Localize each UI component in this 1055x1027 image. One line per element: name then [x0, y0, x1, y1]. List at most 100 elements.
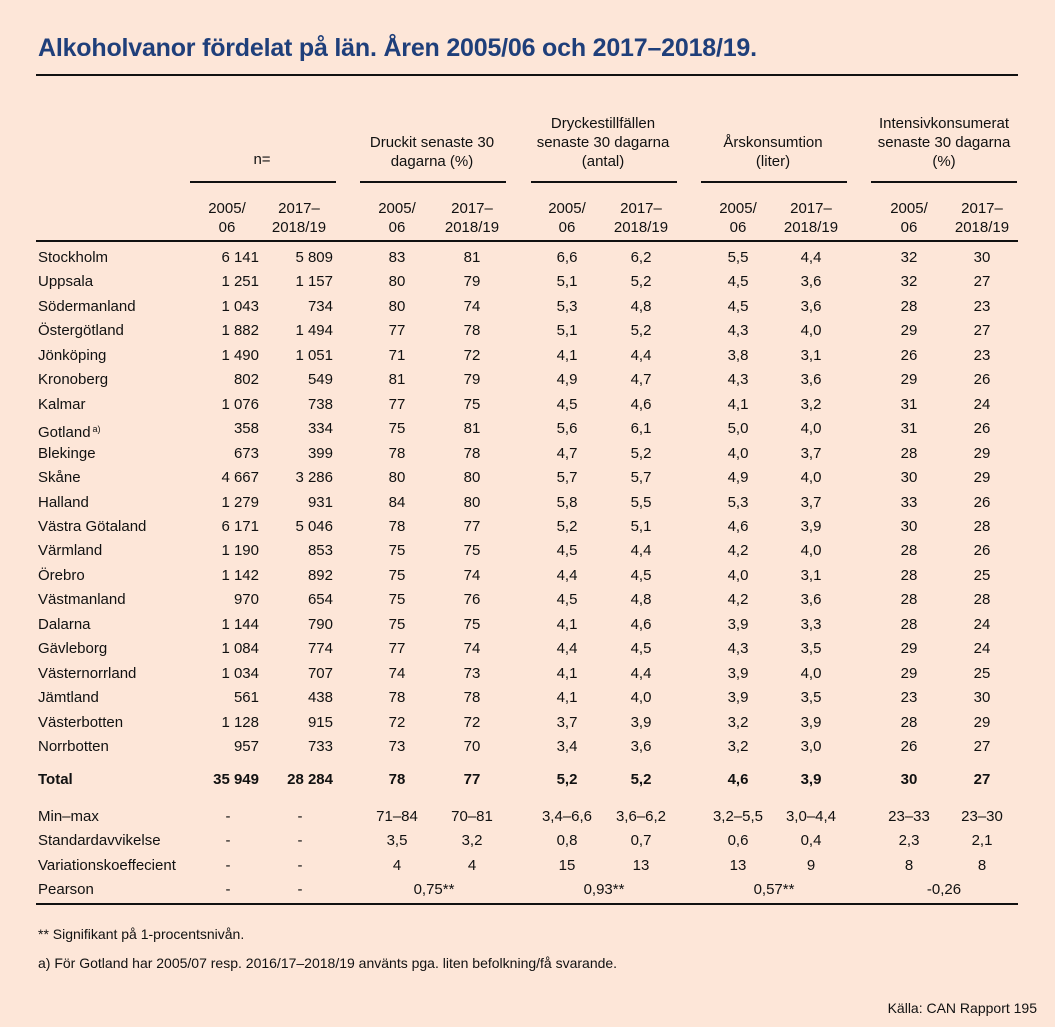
table-cell: 3,2 [800, 396, 822, 413]
table-cell: 438 [307, 689, 333, 706]
group-header: Årskonsumtion (liter) [723, 134, 823, 170]
table-cell: 23 [973, 347, 991, 364]
table-cell: - [297, 808, 303, 825]
row-label: Stockholm [38, 249, 108, 267]
table-cell: 81 [463, 249, 481, 266]
table-cell: 77 [388, 640, 406, 657]
table-cell: 2,3 [898, 832, 920, 849]
row-name: Skåne [38, 469, 81, 486]
table-cell: 28 [900, 567, 918, 584]
table-cell: 27 [973, 738, 991, 755]
table-cell: 334 [307, 420, 333, 437]
table-cell: 23 [973, 298, 991, 315]
source-note: Källa: CAN Rapport 195 [887, 1000, 1037, 1016]
column-subheader: 2017– 2018/19 [954, 200, 1010, 236]
table-cell: 5 046 [295, 518, 333, 535]
row-name: Västra Götaland [38, 518, 147, 535]
table-cell: 78 [463, 689, 481, 706]
table-cell: 75 [463, 542, 481, 559]
group-rule [701, 181, 847, 183]
table-cell: 5,8 [556, 494, 578, 511]
table-cell: 4,4 [556, 567, 578, 584]
row-label: Blekinge [38, 445, 96, 463]
row-label: Halland [38, 494, 89, 512]
table-cell: 28 [900, 616, 918, 633]
group-header: Druckit senaste 30 dagarna (%) [369, 134, 495, 170]
row-name: Uppsala [38, 273, 94, 290]
table-cell: 4,6 [727, 518, 749, 535]
pearson-value: 0,93** [583, 881, 625, 898]
table-cell: 23 [900, 689, 918, 706]
header-rule [36, 240, 1018, 242]
table-cell: 74 [463, 567, 481, 584]
table-cell: 3,6 [630, 738, 652, 755]
row-name: Norrbotten [38, 738, 109, 755]
table-cell: 1 251 [221, 273, 259, 290]
table-cell: 9 [806, 857, 816, 874]
table-cell: 3,9 [800, 518, 822, 535]
table-cell: 71–84 [376, 808, 418, 825]
table-cell: 28 284 [287, 771, 333, 788]
table-cell: 3,1 [800, 347, 822, 364]
table-cell: 80 [463, 494, 481, 511]
table-cell: 5,2 [630, 273, 652, 290]
column-subheader: 2005/ 06 [378, 200, 416, 236]
table-cell: 1 142 [221, 567, 259, 584]
table-cell: 77 [388, 322, 406, 339]
table-cell: 70–81 [451, 808, 493, 825]
table-cell: 4,0 [800, 665, 822, 682]
table-cell: 80 [388, 469, 406, 486]
table-cell: 3,1 [800, 567, 822, 584]
table-cell: 33 [900, 494, 918, 511]
row-label: Dalarna [38, 616, 91, 634]
row-name: Kalmar [38, 396, 86, 413]
table-cell: 0,4 [800, 832, 822, 849]
table-cell: 74 [388, 665, 406, 682]
table-cell: 3,8 [727, 347, 749, 364]
table-cell: 76 [463, 591, 481, 608]
row-name: Västerbotten [38, 714, 124, 731]
table-cell: 707 [307, 665, 333, 682]
table-cell: 5 809 [295, 249, 333, 266]
table-cell: 5,1 [556, 273, 578, 290]
table-cell: 1 190 [221, 542, 259, 559]
footnote-significance: ** Signifikant på 1-procentsnivån. [38, 926, 245, 942]
page-title: Alkoholvanor fördelat på län. Åren 2005/… [38, 34, 757, 62]
table-cell: 4,9 [556, 371, 578, 388]
group-rule [871, 181, 1017, 183]
table-cell: 81 [463, 420, 481, 437]
table-cell: 4,4 [556, 640, 578, 657]
table-cell: 4,8 [630, 591, 652, 608]
table-cell: 35 949 [213, 771, 259, 788]
row-label: Västra Götaland [38, 518, 146, 536]
row-label: Östergötland [38, 322, 124, 340]
row-label: Västernorrland [38, 665, 136, 683]
table-cell: 79 [463, 371, 481, 388]
column-subheader: 2017– 2018/19 [783, 200, 839, 236]
table-cell: 32 [900, 273, 918, 290]
table-cell: 3,6 [800, 298, 822, 315]
column-subheader: 2005/ 06 [719, 200, 757, 236]
table-cell: 75 [388, 420, 406, 437]
table-cell: 4,5 [556, 396, 578, 413]
table-cell: 75 [388, 567, 406, 584]
table-cell: 30 [973, 249, 991, 266]
row-label: Gävleborg [38, 640, 107, 658]
table-cell: 4,1 [556, 689, 578, 706]
table-cell: 4,4 [630, 665, 652, 682]
table-cell: 1 490 [221, 347, 259, 364]
table-cell: 26 [973, 494, 991, 511]
table-cell: 80 [388, 273, 406, 290]
table-cell: 4,6 [630, 616, 652, 633]
table-cell: - [225, 808, 231, 825]
table-cell: 26 [973, 371, 991, 388]
table-cell: 0,6 [727, 832, 749, 849]
table-cell: 75 [463, 616, 481, 633]
table-cell: 31 [900, 396, 918, 413]
group-rule [190, 181, 336, 183]
pearson-value: -0,26 [926, 881, 962, 898]
table-cell: 78 [463, 445, 481, 462]
table-cell: 74 [463, 298, 481, 315]
table-cell: 28 [973, 518, 991, 535]
table-cell: 3,2 [461, 832, 483, 849]
